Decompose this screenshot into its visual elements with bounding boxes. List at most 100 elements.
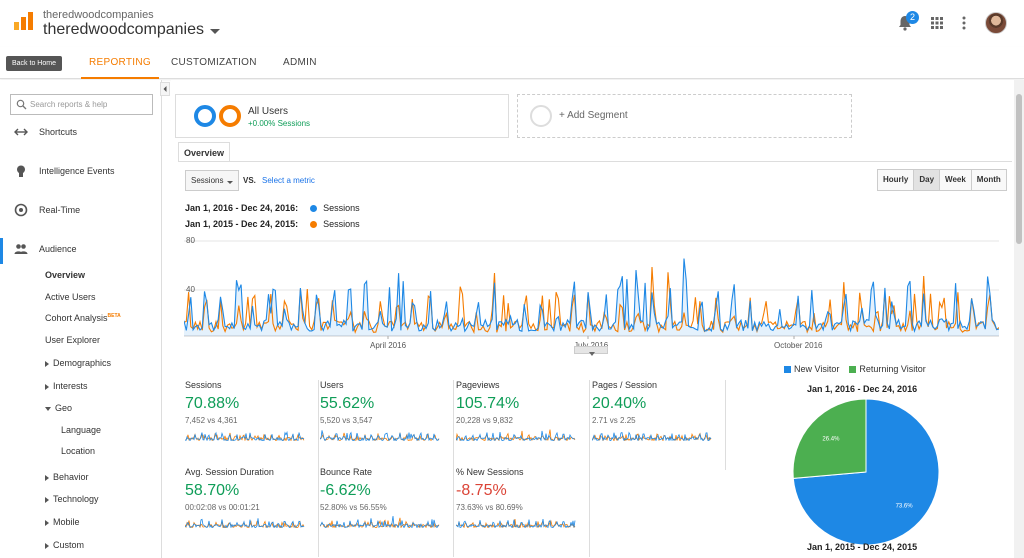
sparkline	[185, 430, 305, 441]
pie-slice-returning-visitor[interactable]	[792, 398, 867, 479]
more-vertical-icon[interactable]	[955, 14, 973, 32]
sidebar-subitem-behavior[interactable]: Behavior	[45, 472, 89, 482]
custom-label: Custom	[53, 540, 85, 550]
sidebar-item-real-time[interactable]: Real-Time	[0, 200, 161, 220]
kpi-comparison: 7,452 vs 4,361	[185, 416, 238, 425]
hourly-button[interactable]: Hourly	[878, 170, 915, 190]
kpi-label: Users	[320, 380, 344, 390]
avatar[interactable]	[985, 12, 1007, 34]
sidebar-subitem-language[interactable]: Language	[61, 425, 102, 435]
caret-right-icon	[45, 542, 49, 549]
y-tick-label: 40	[186, 285, 195, 294]
kpi-value: 70.88%	[185, 395, 240, 412]
tab-customization[interactable]: CUSTOMIZATION	[171, 57, 257, 68]
segment-title: All Users	[248, 106, 289, 117]
kpi-pages-per-session[interactable]: Pages / Session 20.40% 2.71 vs 2.25	[592, 380, 726, 470]
back-to-home-button[interactable]: Back to Home	[6, 56, 62, 71]
time-granularity-group: Hourly Day Week Month	[877, 169, 1007, 191]
sidebar-item-audience[interactable]: Audience	[0, 239, 161, 259]
pie-legend: New Visitor Returning Visitor	[784, 364, 926, 374]
caret-right-icon	[45, 519, 49, 526]
legend-swatch-returning	[849, 365, 857, 373]
analytics-logo-icon[interactable]	[12, 10, 34, 32]
account-subtitle: theredwoodcompanies	[43, 9, 154, 21]
pie-label-returning: 26.4%	[822, 437, 840, 443]
main-nav: Back to Home REPORTING CUSTOMIZATION ADM…	[0, 47, 1024, 79]
sparkline	[185, 518, 305, 528]
sidebar-subitem-geo[interactable]: Geo	[45, 403, 72, 413]
kpi-value: -6.62%	[320, 482, 371, 499]
vs-label: VS.	[243, 176, 256, 185]
month-button[interactable]: Month	[971, 170, 1006, 190]
y-tick-label: 80	[186, 236, 195, 245]
segment-ring-orange-icon	[219, 105, 241, 127]
sparkline-series	[320, 517, 440, 528]
kpi-sessions[interactable]: Sessions 70.88% 7,452 vs 4,361	[185, 380, 319, 470]
main-content: All Users +0.00% Sessions + Add Segment …	[171, 80, 1014, 558]
sidebar-subitem-location[interactable]: Location	[61, 446, 96, 456]
kpi-value: 58.70%	[185, 482, 240, 499]
notification-badge: 2	[906, 11, 919, 24]
select-metric-link[interactable]: Select a metric	[262, 176, 315, 185]
kpi-pageviews[interactable]: Pageviews 105.74% 20,228 vs 9,832	[456, 380, 590, 470]
kpi-new-sessions[interactable]: % New Sessions -8.75% 73.63% vs 80.69%	[456, 467, 590, 557]
sidebar-collapse-button[interactable]	[160, 82, 170, 96]
demographics-label: Demographics	[53, 358, 112, 368]
metric-dropdown[interactable]: Sessions	[185, 170, 239, 191]
sidebar-subitem-active-users[interactable]: Active Users	[45, 292, 96, 302]
chevron-down-icon	[589, 352, 595, 356]
legend-series-name: Sessions	[323, 219, 360, 229]
chart-collapse-toggle[interactable]	[574, 346, 608, 356]
technology-label: Technology	[53, 494, 99, 504]
behavior-label: Behavior	[53, 472, 89, 482]
sidebar-subitem-user-explorer[interactable]: User Explorer	[45, 335, 101, 345]
apps-grid-icon[interactable]	[928, 14, 946, 32]
sidebar-subitem-overview[interactable]: Overview	[45, 270, 86, 280]
kpi-comparison: 00:02:08 vs 00:01:21	[185, 503, 260, 512]
page-scrollbar[interactable]	[1014, 80, 1024, 558]
segment-ring-blue-icon	[194, 105, 216, 127]
sidebar-subitem-interests[interactable]: Interests	[45, 381, 88, 391]
x-tick-label: October 2016	[774, 341, 823, 350]
chevron-down-icon	[227, 181, 233, 184]
kpi-comparison: 20,228 vs 9,832	[456, 416, 513, 425]
sidebar-subitem-technology[interactable]: Technology	[45, 494, 99, 504]
add-segment-label: + Add Segment	[559, 110, 628, 121]
pie-label-new: 73.6%	[896, 504, 914, 510]
legend-new-visitor: New Visitor	[794, 364, 840, 374]
segment-all-users[interactable]: All Users +0.00% Sessions	[175, 94, 509, 138]
search-input[interactable]: Search reports & help	[10, 94, 153, 115]
tab-admin[interactable]: ADMIN	[283, 57, 317, 68]
legend-2016: Jan 1, 2016 - Dec 24, 2016: Sessions	[185, 203, 360, 213]
sparkline	[456, 519, 576, 528]
kpi-avg-session-duration[interactable]: Avg. Session Duration 58.70% 00:02:08 vs…	[185, 467, 319, 557]
beta-badge: BETA	[107, 313, 121, 319]
scrollbar-thumb[interactable]	[1016, 94, 1022, 244]
tab-reporting[interactable]: REPORTING	[81, 47, 159, 79]
legend-swatch-new	[784, 365, 791, 373]
tab-overview[interactable]: Overview	[178, 142, 230, 162]
sidebar-item-shortcuts[interactable]: Shortcuts	[0, 122, 161, 142]
sparkline	[592, 431, 712, 441]
sessions-line-chart[interactable]: 80 40 April 2016 July 2016 October 2016	[184, 235, 999, 350]
visitor-pie-chart[interactable]: 73.6% 26.4%	[791, 397, 941, 547]
kpi-users[interactable]: Users 55.62% 5,520 vs 3,547	[320, 380, 454, 470]
sidebar-subitem-mobile[interactable]: Mobile	[45, 517, 80, 527]
legend-range: Jan 1, 2015 - Dec 24, 2015:	[185, 219, 299, 229]
sidebar-item-intelligence-events[interactable]: Intelligence Events	[0, 161, 161, 181]
kpi-label: Bounce Rate	[320, 467, 373, 477]
sidebar-subitem-demographics[interactable]: Demographics	[45, 358, 111, 368]
sidebar-subitem-custom[interactable]: Custom	[45, 540, 84, 550]
add-segment-button[interactable]: + Add Segment	[517, 94, 852, 138]
kpi-value: 20.40%	[592, 395, 647, 412]
sidebar-subitem-cohort-analysis[interactable]: Cohort AnalysisBETA	[45, 313, 121, 323]
caret-down-icon	[45, 406, 51, 411]
kpi-bounce-rate[interactable]: Bounce Rate -6.62% 52.80% vs 56.55%	[320, 467, 454, 557]
segment-change: +0.00% Sessions	[248, 119, 311, 128]
account-selector[interactable]: theredwoodcompanies	[43, 21, 220, 39]
pie-title-top: Jan 1, 2016 - Dec 24, 2016	[807, 384, 918, 394]
sparkline-series	[320, 430, 440, 441]
week-button[interactable]: Week	[940, 170, 972, 190]
kpi-comparison: 52.80% vs 56.55%	[320, 503, 387, 512]
day-button[interactable]: Day	[914, 170, 941, 190]
